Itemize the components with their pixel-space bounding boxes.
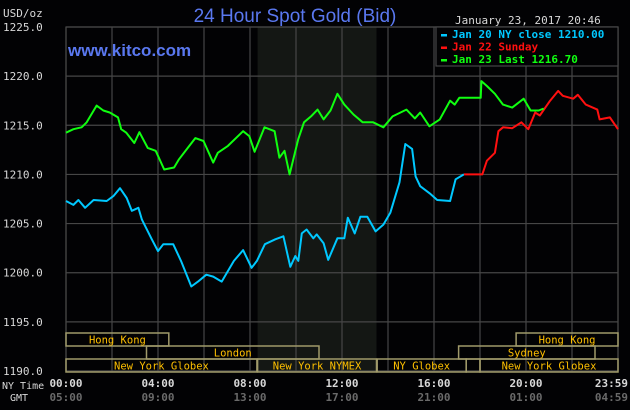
session-bar	[465, 358, 481, 373]
session-label: New York Globex	[502, 361, 597, 373]
y-tick-label: 1220.0	[3, 70, 43, 83]
legend-entry: Jan 22 Sunday	[452, 41, 538, 54]
x-tick-ny: 20:00	[509, 377, 542, 390]
legend-box	[435, 26, 619, 67]
y-tick-label: 1215.0	[3, 119, 43, 132]
y-axis-unit: USD/oz	[3, 7, 43, 20]
y-tick-label: 1225.0	[3, 21, 43, 34]
session-label: Hong Kong	[539, 335, 596, 347]
y-tick-label: 1205.0	[3, 218, 43, 231]
nymex-shaded-region	[257, 27, 377, 371]
y-tick-label: 1200.0	[3, 267, 43, 280]
x-tick-gmt: 05:00	[49, 391, 82, 404]
session-label: Sydney	[508, 348, 546, 360]
x-tick-ny: 04:00	[141, 377, 174, 390]
gmt-label: GMT	[10, 393, 28, 404]
x-tick-gmt: 13:00	[233, 391, 266, 404]
series-line-jan-20	[65, 143, 465, 288]
session-label: NY Globex	[393, 361, 450, 373]
y-tick-label: 1195.0	[3, 316, 43, 329]
legend-entry: Jan 20 NY close 1210.00	[452, 28, 604, 41]
ny-time-label: NY Time	[2, 381, 44, 392]
y-tick-label: 1210.0	[3, 168, 43, 181]
x-tick-gmt: 21:00	[417, 391, 450, 404]
x-tick-gmt: 04:59	[595, 391, 628, 404]
legend-swatch	[441, 34, 447, 37]
series-line-jan-22	[463, 89, 619, 176]
session-label: New York NYMEX	[273, 361, 362, 373]
plot-frame	[65, 26, 619, 372]
x-tick-ny: 23:59	[595, 377, 628, 390]
session-label: London	[214, 348, 252, 360]
x-tick-gmt: 09:00	[141, 391, 174, 404]
chart-timestamp: January 23, 2017 20:46	[455, 14, 601, 27]
series-line-jan-23	[65, 80, 545, 176]
legend-entry: Jan 23 Last 1216.70	[452, 53, 578, 66]
x-tick-ny: 00:00	[49, 377, 82, 390]
y-tick-label: 1190.0	[3, 365, 43, 378]
session-bar	[479, 358, 619, 373]
x-tick-ny: 12:00	[325, 377, 358, 390]
x-tick-gmt: 01:00	[509, 391, 542, 404]
x-tick-gmt: 17:00	[325, 391, 358, 404]
x-tick-ny: 16:00	[417, 377, 450, 390]
legend-swatch	[441, 46, 447, 49]
x-tick-ny: 08:00	[233, 377, 266, 390]
session-label: Hong Kong	[89, 335, 146, 347]
chart-title: 24 Hour Spot Gold (Bid)	[194, 6, 397, 27]
session-bar	[65, 332, 170, 347]
legend-swatch	[441, 59, 447, 62]
kitco-watermark: www.kitco.com	[67, 41, 191, 60]
session-label: New York Globex	[114, 361, 209, 373]
